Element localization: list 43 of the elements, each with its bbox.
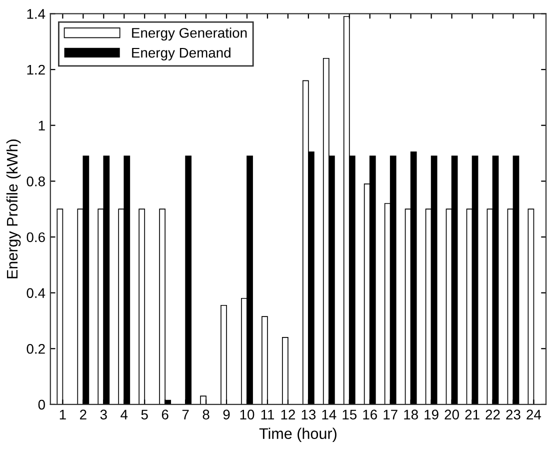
y-tick-label: 0.2: [26, 344, 45, 354]
x-tick-label: 3: [100, 410, 107, 420]
x-tick-label: 17: [384, 410, 398, 420]
bar: [200, 396, 206, 404]
x-tick-label: 1: [60, 410, 66, 420]
x-tick-label: 19: [424, 410, 438, 420]
x-tick-label: 4: [120, 410, 128, 420]
x-axis-title: Time (hour): [259, 428, 336, 442]
x-tick-label: 13: [302, 410, 316, 420]
x-tick-label: 10: [240, 410, 254, 420]
y-tick-label: 1: [38, 120, 45, 130]
y-tick-label: 0.8: [26, 176, 45, 186]
x-tick-label: 23: [506, 410, 520, 420]
bar: [262, 316, 268, 404]
x-tick-label: 2: [80, 410, 86, 420]
x-tick-label: 22: [486, 410, 500, 420]
x-tick-label: 11: [261, 410, 274, 420]
x-tick-label: 18: [404, 410, 418, 420]
legend-label: Energy Demand: [132, 47, 230, 60]
y-tick-label: 0.6: [26, 232, 45, 242]
x-tick-label: 6: [162, 410, 168, 420]
y-axis-title: Energy Profile (kWh): [6, 140, 21, 278]
x-tick-label: 5: [141, 410, 148, 420]
x-tick-label: 20: [444, 410, 459, 420]
y-tick-label: 0: [38, 400, 45, 410]
y-tick-label: 1.4: [27, 9, 46, 19]
x-tick-label: 9: [223, 410, 230, 420]
bar: [282, 337, 288, 404]
legend-label: Energy Generation: [132, 28, 247, 41]
x-tick-label: 24: [526, 410, 542, 420]
bar: [138, 208, 146, 404]
x-tick-label: 8: [202, 410, 210, 420]
y-tick-label: 0.4: [26, 288, 46, 298]
y-tick-label: 1.2: [27, 64, 45, 75]
x-tick-label: 14: [322, 410, 336, 420]
x-tick-label: 16: [363, 410, 377, 420]
bar: [220, 304, 227, 404]
x-tick-label: 7: [182, 410, 189, 420]
bar: [528, 208, 534, 404]
x-tick-label: 21: [465, 410, 480, 420]
x-tick-label: 15: [342, 410, 357, 420]
x-tick-label: 12: [281, 410, 295, 420]
bar: [185, 156, 192, 404]
